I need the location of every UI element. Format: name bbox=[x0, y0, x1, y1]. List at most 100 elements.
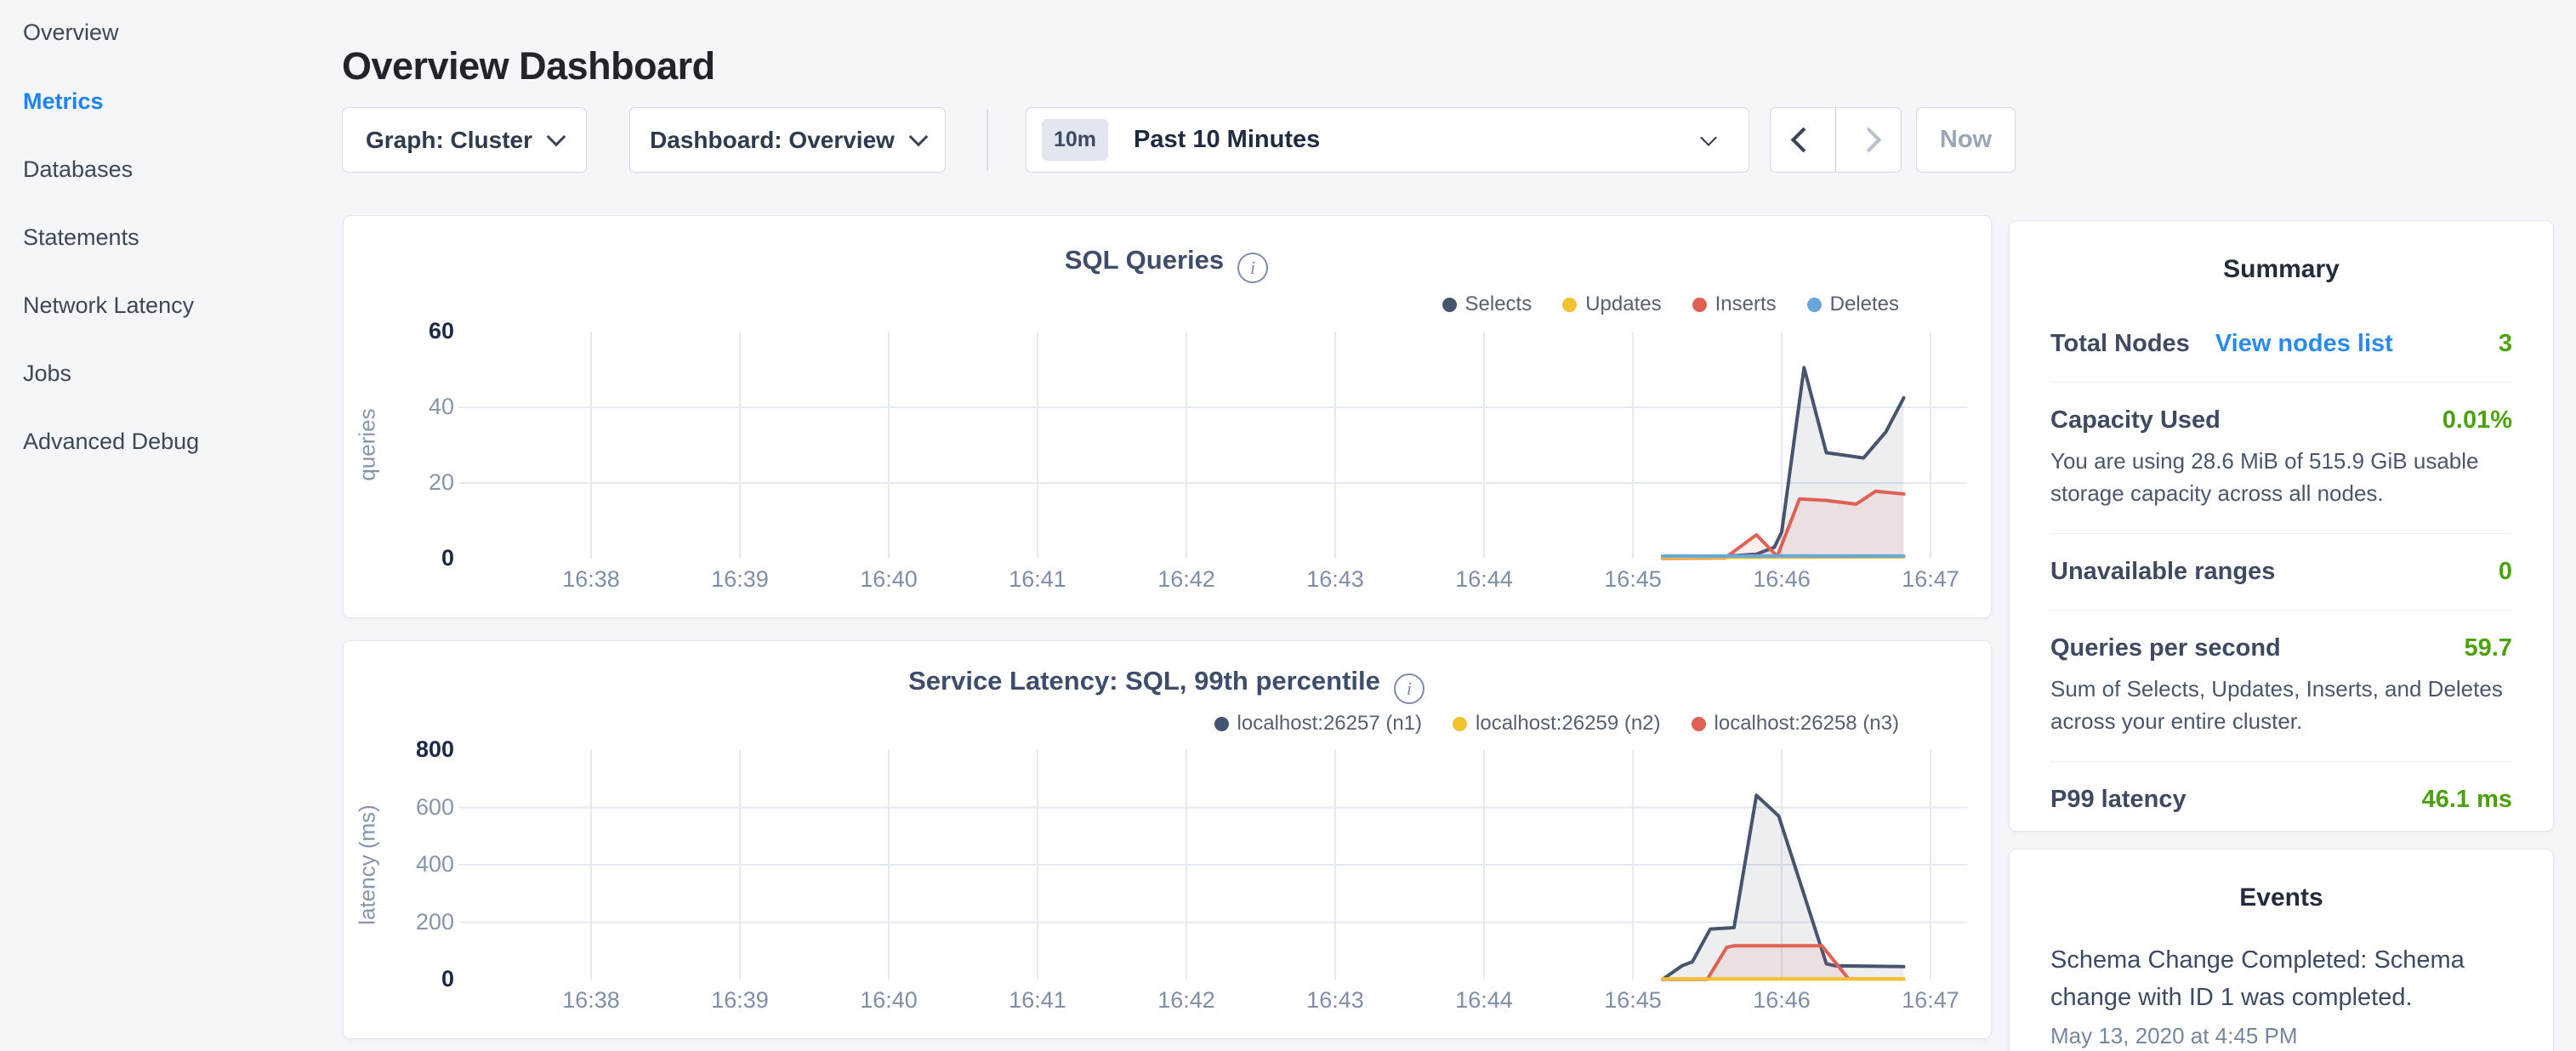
events-panel: Events Schema Change Completed: Schema c… bbox=[2009, 849, 2554, 1051]
x-tick-label: 16:41 bbox=[978, 566, 1097, 593]
y-tick-label: 60 bbox=[390, 318, 454, 344]
service-latency-plot[interactable] bbox=[459, 740, 1967, 991]
summary-row-description: You are using 28.6 MiB of 515.9 GiB usab… bbox=[2050, 445, 2512, 509]
sidebar-item-databases[interactable]: Databases bbox=[23, 156, 133, 183]
dashboard-dropdown[interactable]: Dashboard: Overview bbox=[629, 107, 946, 173]
x-tick-label: 16:38 bbox=[532, 566, 651, 593]
summary-row-label: Queries per second bbox=[2050, 634, 2281, 662]
summary-row-header: P99 latency46.1 ms bbox=[2050, 786, 2512, 814]
summary-row: Unavailable ranges 0 bbox=[2050, 534, 2512, 611]
x-tick-label: 16:43 bbox=[1276, 566, 1395, 593]
now-button-label: Now bbox=[1940, 126, 1992, 154]
summary-row: Total NodesView nodes list3 bbox=[2050, 306, 2512, 383]
now-button[interactable]: Now bbox=[1916, 107, 2016, 173]
legend-dot-icon bbox=[1214, 717, 1229, 731]
legend-label: Updates bbox=[1585, 293, 1661, 316]
sql-queries-plot[interactable] bbox=[459, 316, 1967, 568]
graph-dropdown-label: Graph: Cluster bbox=[366, 127, 532, 154]
legend-label: Inserts bbox=[1715, 293, 1777, 316]
legend-item: Inserts bbox=[1692, 293, 1777, 316]
y-axis-title: latency (ms) bbox=[355, 804, 381, 925]
legend-label: localhost:26259 (n2) bbox=[1476, 712, 1660, 736]
chevron-left-icon bbox=[1790, 128, 1816, 153]
y-tick-label: 800 bbox=[390, 736, 454, 763]
event-text: Schema Change Completed: Schema change w… bbox=[2050, 941, 2493, 1016]
sidebar-item-overview[interactable]: Overview bbox=[23, 19, 119, 46]
dashboard-page: Overview Metrics Databases Statements Networ… bbox=[0, 0, 2576, 1051]
legend-label: localhost:26258 (n3) bbox=[1714, 712, 1899, 736]
legend-dot-icon bbox=[1442, 298, 1457, 312]
y-tick-label: 20 bbox=[390, 469, 454, 496]
legend-dot-icon bbox=[1562, 298, 1577, 312]
event-timestamp: May 13, 2020 at 4:45 PM bbox=[2050, 1023, 2512, 1049]
x-tick-label: 16:40 bbox=[829, 566, 948, 593]
legend-item: localhost:26257 (n1) bbox=[1214, 712, 1422, 736]
chevron-down-icon bbox=[1700, 129, 1717, 146]
page-title: Overview Dashboard bbox=[342, 44, 715, 88]
sidebar-item-network-latency[interactable]: Network Latency bbox=[23, 292, 194, 319]
summary-row-header: Total NodesView nodes list3 bbox=[2050, 330, 2512, 358]
y-axis-title: queries bbox=[355, 408, 381, 480]
legend-dot-icon bbox=[1807, 298, 1822, 312]
legend-item: localhost:26259 (n2) bbox=[1453, 712, 1660, 736]
previous-time-button[interactable] bbox=[1771, 108, 1836, 172]
x-tick-label: 16:44 bbox=[1424, 566, 1544, 593]
y-tick-label: 0 bbox=[390, 966, 454, 992]
sidebar-item-metrics[interactable]: Metrics bbox=[23, 88, 104, 115]
legend-item: localhost:26258 (n3) bbox=[1692, 712, 1899, 736]
x-tick-label: 16:39 bbox=[680, 566, 799, 593]
legend-label: localhost:26257 (n1) bbox=[1237, 712, 1422, 736]
sidebar-item-jobs[interactable]: Jobs bbox=[23, 360, 71, 387]
summary-row-header: Unavailable ranges 0 bbox=[2050, 558, 2512, 586]
x-tick-label: 16:47 bbox=[1871, 566, 1990, 593]
summary-row-header: Queries per second 59.7 bbox=[2050, 634, 2512, 662]
summary-row-header: Capacity Used 0.01% bbox=[2050, 406, 2512, 435]
summary-title: Summary bbox=[2050, 255, 2512, 284]
y-tick-label: 40 bbox=[390, 394, 454, 420]
x-tick-label: 16:45 bbox=[1573, 566, 1692, 593]
time-range-badge: 10m bbox=[1042, 119, 1108, 161]
time-step-button-group bbox=[1770, 107, 1902, 173]
summary-row-label: Unavailable ranges bbox=[2050, 558, 2275, 586]
y-tick-label: 600 bbox=[390, 794, 454, 821]
y-tick-label: 400 bbox=[390, 851, 454, 878]
y-tick-label: 200 bbox=[390, 909, 454, 935]
time-range-selector[interactable]: 10m Past 10 Minutes bbox=[1026, 107, 1749, 173]
legend-dot-icon bbox=[1692, 298, 1707, 312]
summary-row: Queries per second59.7Sum of Selects, Up… bbox=[2050, 611, 2512, 762]
sql-queries-chart-title: SQL Queries i bbox=[343, 245, 1990, 283]
x-tick-label: 16:46 bbox=[1722, 566, 1841, 593]
sql-queries-legend: Selects Updates Inserts Deletes bbox=[1442, 293, 1900, 316]
sidebar-item-statements[interactable]: Statements bbox=[23, 224, 139, 251]
dashboard-dropdown-label: Dashboard: Overview bbox=[650, 127, 895, 154]
summary-row-value: 46.1 ms bbox=[2422, 786, 2512, 814]
events-title: Events bbox=[2050, 883, 2512, 912]
chart-title-text: SQL Queries bbox=[1065, 245, 1224, 275]
summary-panel: Summary Total NodesView nodes list3Capac… bbox=[2009, 220, 2554, 832]
summary-row-value: 0 bbox=[2499, 558, 2512, 586]
summary-row: P99 latency46.1 ms bbox=[2050, 762, 2512, 838]
summary-row-value: 0.01% bbox=[2442, 406, 2512, 435]
service-latency-chart-title: Service Latency: SQL, 99th percentilei bbox=[343, 666, 1990, 704]
graph-dropdown[interactable]: Graph: Cluster bbox=[342, 107, 587, 173]
summary-row: Capacity Used 0.01% You are using 28.6 MiB… bbox=[2050, 383, 2512, 534]
summary-row-label: Total Nodes bbox=[2050, 330, 2190, 358]
next-time-button[interactable] bbox=[1836, 108, 1901, 172]
legend-item: Deletes bbox=[1807, 293, 1899, 316]
summary-rows: Total NodesView nodes list3Capacity Used… bbox=[2050, 306, 2512, 838]
x-tick-label: 16:42 bbox=[1127, 566, 1246, 593]
info-icon[interactable]: i bbox=[1394, 673, 1424, 704]
y-tick-label: 0 bbox=[390, 545, 454, 571]
controls-divider bbox=[987, 109, 988, 171]
service-latency-legend: localhost:26257 (n1) localhost:26259 (n2)… bbox=[1214, 712, 1899, 736]
legend-item: Updates bbox=[1562, 293, 1661, 316]
time-range-label: Past 10 Minutes bbox=[1134, 126, 1320, 154]
view-nodes-list-link[interactable]: View nodes list bbox=[2215, 330, 2393, 358]
sidebar-item-advanced-debug[interactable]: Advanced Debug bbox=[23, 428, 199, 455]
summary-row-label: Capacity Used bbox=[2050, 406, 2221, 435]
legend-item: Selects bbox=[1442, 293, 1533, 316]
chevron-down-icon bbox=[909, 127, 929, 146]
summary-row-value: 59.7 bbox=[2465, 634, 2512, 662]
info-icon[interactable]: i bbox=[1237, 253, 1268, 283]
legend-label: Deletes bbox=[1830, 293, 1899, 316]
